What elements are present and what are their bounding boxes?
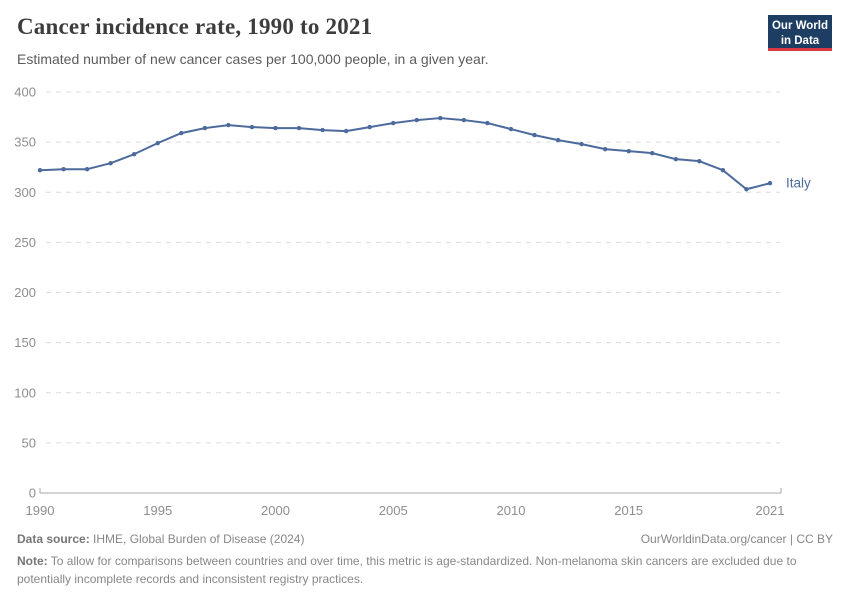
data-source-value: IHME, Global Burden of Disease (2024) [89, 532, 305, 546]
y-axis-tick-label: 200 [14, 285, 36, 300]
note-label: Note: [17, 554, 48, 569]
data-point-marker[interactable] [673, 156, 679, 162]
data-point-marker[interactable] [155, 140, 160, 146]
owid-logo[interactable]: Our World in Data [768, 15, 832, 51]
x-axis-tick-label: 2015 [614, 503, 643, 518]
x-axis-tick-label: 2010 [497, 503, 526, 518]
note-text: To allow for comparisons between countri… [17, 554, 797, 586]
data-point-marker[interactable] [320, 127, 325, 133]
data-point-marker[interactable] [249, 124, 255, 130]
y-axis-tick-label: 150 [14, 335, 36, 350]
data-point-marker[interactable] [296, 125, 302, 131]
page-title: Cancer incidence rate, 1990 to 2021 [17, 14, 373, 39]
y-axis-tick-label: 300 [14, 185, 36, 200]
owid-logo-line1: Our World [771, 20, 828, 32]
data-source: Data source: IHME, Global Burden of Dise… [17, 531, 304, 548]
rights: OurWorldinData.org/cancer | CC BY [641, 531, 833, 548]
data-point-marker[interactable] [438, 115, 443, 121]
data-point-marker[interactable] [626, 148, 631, 154]
license: | CC BY [786, 532, 833, 546]
data-point-marker[interactable] [508, 126, 514, 132]
y-axis-tick-label: 100 [14, 385, 36, 400]
entity-label[interactable]: Italy [786, 176, 811, 191]
data-point-marker[interactable] [461, 117, 467, 123]
x-axis-tick-label: 2000 [261, 503, 290, 518]
data-point-marker[interactable] [179, 130, 184, 136]
data-point-marker[interactable] [37, 167, 43, 173]
data-point-marker[interactable] [555, 137, 561, 143]
data-point-marker[interactable] [579, 141, 584, 147]
x-axis-tick-label: 2021 [756, 503, 785, 518]
data-point-marker[interactable] [343, 128, 349, 134]
chart-subtitle: Estimated number of new cancer cases per… [17, 51, 489, 67]
data-point-marker[interactable] [273, 125, 278, 131]
data-point-marker[interactable] [131, 151, 137, 157]
y-axis-tick-label: 350 [14, 135, 36, 150]
owid-logo-line2: in Data [780, 34, 820, 47]
y-axis-tick-label: 50 [22, 435, 36, 450]
data-point-marker[interactable] [744, 187, 749, 192]
y-axis-tick-label: 0 [29, 486, 36, 501]
chart-footer: Data source: IHME, Global Burden of Dise… [17, 531, 833, 588]
y-axis-tick-label: 400 [14, 85, 36, 100]
chart-note: Note: To allow for comparisons between c… [17, 553, 829, 588]
x-axis-tick-label: 2005 [379, 503, 408, 518]
data-point-marker[interactable] [650, 150, 655, 156]
x-axis-tick-label: 1990 [26, 503, 55, 518]
data-point-marker[interactable] [367, 124, 372, 130]
data-point-marker[interactable] [767, 181, 773, 186]
data-point-marker[interactable] [602, 146, 608, 152]
data-point-marker[interactable] [720, 167, 726, 173]
data-point-marker[interactable] [202, 125, 208, 131]
series-line[interactable] [39, 117, 771, 191]
data-source-label: Data source: [17, 532, 90, 546]
owid-url-link[interactable]: OurWorldinData.org/cancer [640, 532, 787, 546]
data-point-marker[interactable] [414, 117, 419, 123]
data-point-marker[interactable] [391, 120, 396, 126]
x-axis-tick-label: 1995 [143, 503, 172, 518]
data-point-marker[interactable] [485, 120, 490, 126]
data-point-marker[interactable] [61, 166, 66, 172]
data-point-marker[interactable] [108, 160, 113, 166]
data-point-marker[interactable] [226, 122, 231, 128]
data-point-marker[interactable] [532, 132, 537, 138]
data-point-marker[interactable] [697, 158, 702, 164]
data-point-marker[interactable] [84, 166, 90, 172]
y-axis-tick-label: 250 [14, 235, 36, 250]
